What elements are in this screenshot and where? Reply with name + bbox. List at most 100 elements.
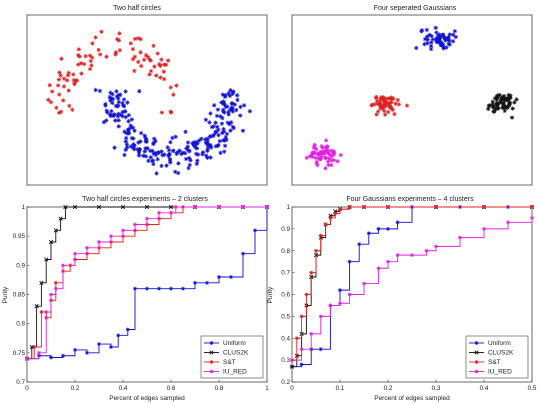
y-tick-label: 0.5 xyxy=(281,313,290,320)
scatter-point xyxy=(382,108,387,114)
scatter-point xyxy=(144,137,149,142)
scatter-point xyxy=(228,107,233,112)
scatter-point xyxy=(149,158,155,164)
line-series xyxy=(24,204,270,361)
legend-marker xyxy=(474,341,479,345)
scatter-point xyxy=(152,64,157,69)
scatter-point xyxy=(130,56,136,62)
scatter-point xyxy=(93,35,98,40)
scatter-point xyxy=(208,155,213,160)
scatter-point xyxy=(61,84,67,89)
scatter-point xyxy=(117,31,122,36)
scatter-point xyxy=(89,55,95,60)
scatter-point xyxy=(203,153,209,158)
scatter-point xyxy=(137,89,142,94)
scatter-point xyxy=(314,146,319,152)
scatter-point xyxy=(186,165,191,171)
legend-marker xyxy=(209,369,214,374)
data-point xyxy=(424,248,429,253)
data-point xyxy=(169,210,173,215)
scatter-point xyxy=(159,57,164,62)
scatter-point xyxy=(437,32,442,37)
scatter-point xyxy=(203,140,209,145)
scatter-points xyxy=(46,29,253,176)
scatter-point xyxy=(234,107,239,113)
scatter-point xyxy=(221,129,227,134)
scatter-point xyxy=(377,101,383,106)
scatter-point xyxy=(382,112,388,117)
scatter-point xyxy=(148,68,154,74)
data-point xyxy=(482,226,486,231)
scatter-point xyxy=(217,138,222,144)
scatter-point xyxy=(79,71,84,76)
scatter-point xyxy=(319,144,324,149)
y-tick-label: 1 xyxy=(286,204,290,211)
scatter-point xyxy=(387,100,393,105)
legend-entry: Uniform xyxy=(204,340,246,347)
scatter-point xyxy=(157,61,162,67)
scatter-point xyxy=(315,162,320,168)
axis-ticks: 0 0.1 0.2 0.3 0.4 0.5 0.2 0.3 0.4 0.5 0.6 0.7 0.8 0.9… xyxy=(281,204,537,392)
legend-label: IU_RED xyxy=(488,369,512,376)
scatter-point xyxy=(132,36,138,42)
panel-half-circles-experiments: Two half circles experiments – 2 cluster… xyxy=(2,196,269,402)
panel-four-gaussians: Four seperated Gaussians xyxy=(291,5,533,186)
legend-label: Uniform xyxy=(223,340,246,347)
scatter-point xyxy=(173,134,178,140)
legend-entry: S&T xyxy=(469,359,501,366)
scatter-point xyxy=(128,41,133,46)
scatter-point xyxy=(216,127,221,133)
scatter-point xyxy=(87,66,93,72)
scatter-point xyxy=(205,136,210,142)
scatter-point xyxy=(123,147,128,153)
scatter-point xyxy=(385,101,391,106)
plot-frame xyxy=(291,14,533,186)
scatter-point xyxy=(153,152,159,158)
scatter-point xyxy=(186,148,191,153)
scatter-point xyxy=(205,155,210,160)
x-tick-label: 0.6 xyxy=(167,385,176,392)
scatter-point xyxy=(131,145,136,151)
data-point xyxy=(299,362,304,367)
scatter-point xyxy=(205,148,210,153)
scatter-point xyxy=(110,100,115,106)
data-point xyxy=(32,345,37,349)
scatter-point xyxy=(325,159,331,164)
x-tick-label: 0.4 xyxy=(119,385,128,392)
scatter-point xyxy=(508,95,513,101)
scatter-point xyxy=(59,56,64,61)
legend-marker xyxy=(209,360,214,364)
y-tick-label: 1 xyxy=(21,204,25,211)
scatter-point xyxy=(381,104,387,109)
data-point xyxy=(48,239,54,245)
scatter-point xyxy=(440,41,445,46)
scatter-point xyxy=(168,85,173,90)
scatter-point xyxy=(158,75,163,80)
data-point xyxy=(314,248,318,253)
scatter-point xyxy=(207,134,213,139)
data-point xyxy=(347,259,352,264)
x-axis-label: Percent of edges sampled xyxy=(374,395,450,402)
scatter-point xyxy=(203,117,209,123)
scatter-point xyxy=(320,151,325,157)
scatter-point xyxy=(325,144,330,149)
y-tick-label: 0.7 xyxy=(281,270,290,277)
scatter-point xyxy=(331,149,337,154)
data-point xyxy=(169,286,173,291)
scatter-point xyxy=(223,93,228,98)
scatter-point xyxy=(435,36,440,42)
scatter-point xyxy=(57,92,62,97)
scatter-point xyxy=(138,63,144,69)
scatter-point xyxy=(138,50,143,55)
scatter-point xyxy=(159,110,165,115)
scatter-point xyxy=(312,143,317,149)
y-tick-label: 0.4 xyxy=(281,335,290,342)
scatter-point xyxy=(320,150,326,155)
scatter-point xyxy=(419,28,425,33)
scatter-point xyxy=(220,92,226,97)
scatter-point xyxy=(171,148,176,154)
scatter-point xyxy=(226,91,231,96)
scatter-point xyxy=(221,149,227,154)
data-point xyxy=(34,304,39,309)
data-point xyxy=(109,234,113,239)
